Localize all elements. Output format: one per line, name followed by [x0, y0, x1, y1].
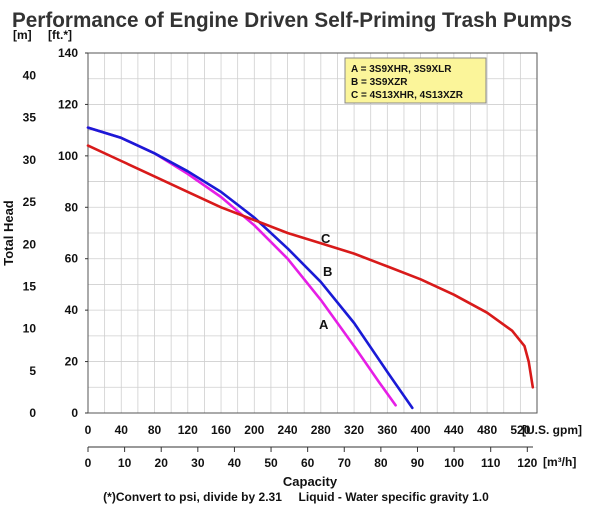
legend-box: A = 3S9XHR, 3S9XLR B = 3S9XZR C = 4S13XH… — [344, 57, 487, 104]
x-tick-m3h: 80 — [374, 456, 388, 470]
series-layer — [86, 126, 535, 410]
x-tick-m3h: 90 — [411, 456, 425, 470]
y-tick-ft: 140 — [58, 46, 78, 60]
x-tick-gpm: 240 — [278, 423, 298, 437]
x-tick-gpm: 0 — [85, 423, 92, 437]
x-tick-m3h: 10 — [118, 456, 132, 470]
y-tick-m: 5 — [29, 364, 36, 378]
x-tick-gpm: 520 — [510, 423, 530, 437]
x-tick-gpm: 40 — [115, 423, 129, 437]
x-axis-gpm-ticks: 0 40 80 120 160 200 240 280 320 360 400 440 480 520 — [85, 423, 531, 437]
grid-lines — [87, 52, 538, 414]
y-tick-ft: 0 — [71, 406, 78, 420]
plot-frame — [87, 52, 538, 414]
footnote: (*)Convert to psi, divide by 2.31 Liquid… — [103, 490, 489, 504]
legend-entry-a: A = 3S9XHR, 3S9XLR — [351, 64, 452, 75]
legend-entry-c: C = 4S13XHR, 4S13XZR — [351, 90, 464, 101]
x-unit-gpm: [U.S. gpm] — [522, 423, 582, 437]
x-tick-gpm: 440 — [444, 423, 464, 437]
x-tick-m3h: 20 — [155, 456, 169, 470]
y-axis-m-ticks: 0 5 10 15 20 25 30 35 40 — [23, 69, 37, 420]
x-tick-m3h: 110 — [481, 456, 501, 470]
x-tick-gpm: 200 — [244, 423, 264, 437]
y-tick-ft: 40 — [65, 303, 79, 317]
y-tick-ft: 80 — [65, 200, 79, 214]
y-axis-ft-ticks: 0 20 40 60 80 100 120 140 — [58, 46, 88, 420]
y-tick-ft: 60 — [65, 252, 79, 266]
y-tick-m: 10 — [23, 322, 37, 336]
x-tick-gpm: 360 — [377, 423, 397, 437]
x-tick-m3h: 60 — [301, 456, 315, 470]
x-tick-m3h: 40 — [228, 456, 242, 470]
x-tick-gpm: 280 — [311, 423, 331, 437]
y-unit-m: [m] — [13, 28, 32, 42]
x-tick-gpm: 160 — [211, 423, 231, 437]
y-tick-m: 0 — [29, 406, 36, 420]
y-tick-m: 35 — [23, 111, 37, 125]
y-tick-ft: 20 — [65, 355, 79, 369]
x-tick-gpm: 80 — [148, 423, 162, 437]
x-axis-m3h-ticks: 0 10 20 30 40 50 60 70 80 90 100 110 120 — [85, 447, 538, 470]
x-axis-title: Capacity — [283, 474, 338, 489]
y-unit-ft: [ft.*] — [48, 28, 72, 42]
x-tick-gpm: 400 — [411, 423, 431, 437]
legend-entry-b: B = 3S9XZR — [351, 77, 408, 88]
y-tick-ft: 100 — [58, 149, 78, 163]
x-tick-m3h: 70 — [338, 456, 352, 470]
x-tick-m3h: 0 — [85, 456, 92, 470]
series-line-b — [86, 126, 414, 410]
chart-title: Performance of Engine Driven Self-Primin… — [12, 9, 572, 32]
x-tick-m3h: 100 — [444, 456, 464, 470]
y-axis-title: Total Head — [1, 200, 16, 266]
x-tick-m3h: 50 — [264, 456, 278, 470]
series-line-a — [86, 126, 397, 407]
curve-label-b: B — [323, 264, 332, 279]
y-tick-m: 15 — [23, 279, 37, 293]
series-line-c — [86, 144, 535, 389]
curve-label-c: C — [321, 231, 331, 246]
y-tick-ft: 120 — [58, 97, 78, 111]
curve-label-a: A — [319, 317, 329, 332]
y-tick-m: 40 — [23, 69, 37, 83]
y-tick-m: 25 — [23, 195, 37, 209]
x-tick-gpm: 320 — [344, 423, 364, 437]
x-tick-m3h: 120 — [517, 456, 537, 470]
x-unit-m3h: [m³/h] — [543, 455, 576, 469]
x-tick-gpm: 480 — [477, 423, 497, 437]
y-tick-m: 20 — [23, 237, 37, 251]
x-tick-gpm: 120 — [178, 423, 198, 437]
x-tick-m3h: 30 — [191, 456, 205, 470]
y-tick-m: 30 — [23, 153, 37, 167]
